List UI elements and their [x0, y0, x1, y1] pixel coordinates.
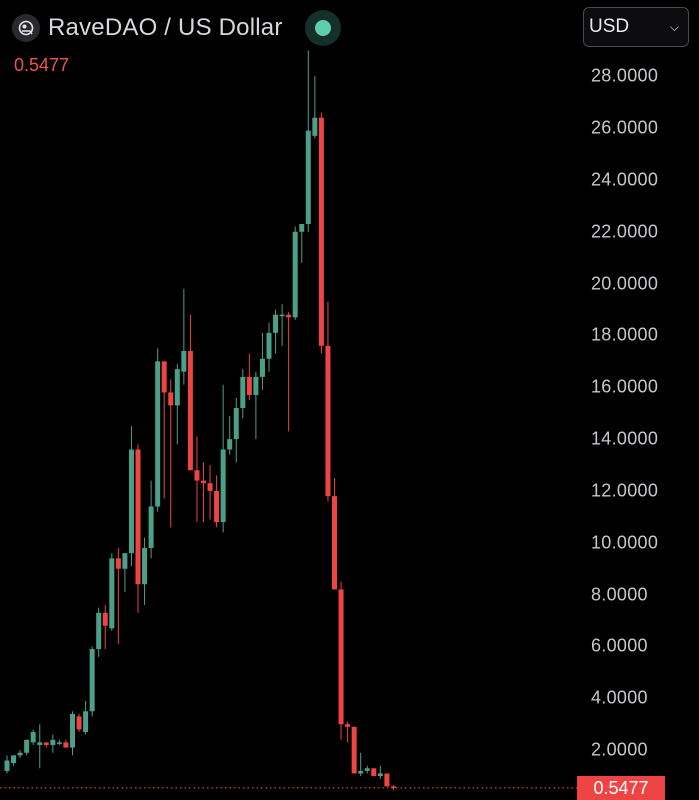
candle[interactable] [358, 752, 364, 777]
candle[interactable] [115, 547, 121, 644]
candle[interactable] [227, 415, 233, 455]
candle[interactable] [201, 462, 206, 523]
candle[interactable] [207, 465, 213, 520]
candle[interactable] [4, 755, 10, 774]
candle[interactable] [56, 739, 62, 745]
candle[interactable] [345, 721, 351, 743]
candle[interactable] [332, 478, 337, 590]
candlestick-chart[interactable] [0, 0, 580, 800]
candle[interactable] [273, 309, 279, 354]
axis-tick-label: 4.0000 [591, 687, 648, 708]
current-price-tag: 0.5477 [577, 776, 665, 800]
candle[interactable] [312, 76, 318, 139]
candle[interactable] [148, 480, 154, 559]
candle[interactable] [233, 397, 239, 463]
chevron-down-icon: ⌵ [669, 19, 679, 34]
candle[interactable] [76, 713, 82, 733]
candle[interactable] [122, 553, 128, 593]
candle[interactable] [109, 553, 115, 631]
axis-tick-label: 18.0000 [591, 324, 659, 345]
currency-select[interactable]: USD ⌵ [583, 7, 689, 47]
candle[interactable] [17, 750, 23, 758]
axis-tick-label: 12.0000 [591, 480, 659, 501]
candle[interactable] [364, 765, 370, 774]
axis-tick-label: 2.0000 [591, 739, 648, 760]
market-status-dot-icon [315, 20, 331, 36]
market-status-indicator [305, 10, 341, 46]
currency-select-value: USD [589, 16, 630, 37]
candle[interactable] [220, 384, 226, 533]
last-price: 0.5477 [14, 55, 70, 75]
candle[interactable] [24, 739, 30, 756]
candle[interactable] [351, 726, 357, 774]
candle[interactable] [174, 363, 180, 445]
candle[interactable] [194, 436, 200, 523]
candle[interactable] [89, 646, 95, 717]
axis-tick-label: 16.0000 [591, 376, 659, 397]
axis-tick-label: 24.0000 [591, 169, 659, 190]
axis-tick-label: 26.0000 [591, 117, 659, 138]
candle[interactable] [292, 226, 298, 320]
candle[interactable] [128, 426, 134, 567]
candle[interactable] [50, 734, 56, 753]
axis-tick-label: 10.0000 [591, 532, 659, 553]
candle[interactable] [63, 739, 69, 748]
axis-tick-label: 8.0000 [591, 584, 648, 605]
candle[interactable] [161, 361, 167, 499]
candle[interactable] [11, 755, 17, 766]
candle[interactable] [43, 742, 49, 748]
candle[interactable] [253, 371, 259, 440]
axis-tick-label: 20.0000 [591, 273, 659, 294]
candle[interactable] [318, 112, 324, 354]
candle[interactable] [181, 288, 187, 385]
candle[interactable] [390, 785, 396, 791]
pair-title: RaveDAO / US Dollar [48, 14, 283, 41]
candle[interactable] [286, 312, 292, 432]
candle[interactable] [371, 768, 377, 777]
candle[interactable] [37, 724, 43, 769]
candle[interactable] [142, 537, 148, 606]
candle[interactable] [83, 700, 89, 735]
candle[interactable] [240, 369, 246, 419]
axis-tick-label: 6.0000 [591, 635, 648, 656]
candle[interactable] [155, 348, 161, 512]
axis-tick-label: 22.0000 [591, 221, 659, 242]
candle[interactable] [305, 50, 311, 232]
candle[interactable] [325, 301, 331, 502]
candle[interactable] [187, 314, 193, 471]
candle[interactable] [299, 223, 305, 263]
candle[interactable] [338, 581, 344, 740]
axis-tick-label: 14.0000 [591, 428, 659, 449]
axis-tick-label: 28.0000 [591, 65, 659, 86]
ravedao-logo-icon [12, 14, 40, 42]
candle[interactable] [279, 304, 285, 346]
candle[interactable] [266, 322, 272, 372]
candle[interactable] [135, 444, 141, 613]
chart-header: RaveDAO / US Dollar [12, 10, 283, 46]
candle[interactable] [102, 605, 108, 650]
candle[interactable] [259, 332, 265, 390]
candle[interactable] [214, 475, 220, 528]
candle[interactable] [96, 607, 102, 657]
candle[interactable] [30, 729, 36, 745]
candle[interactable] [377, 765, 383, 779]
candle[interactable] [70, 711, 75, 756]
candle[interactable] [384, 773, 390, 787]
candle[interactable] [168, 379, 174, 528]
candle[interactable] [246, 353, 252, 401]
